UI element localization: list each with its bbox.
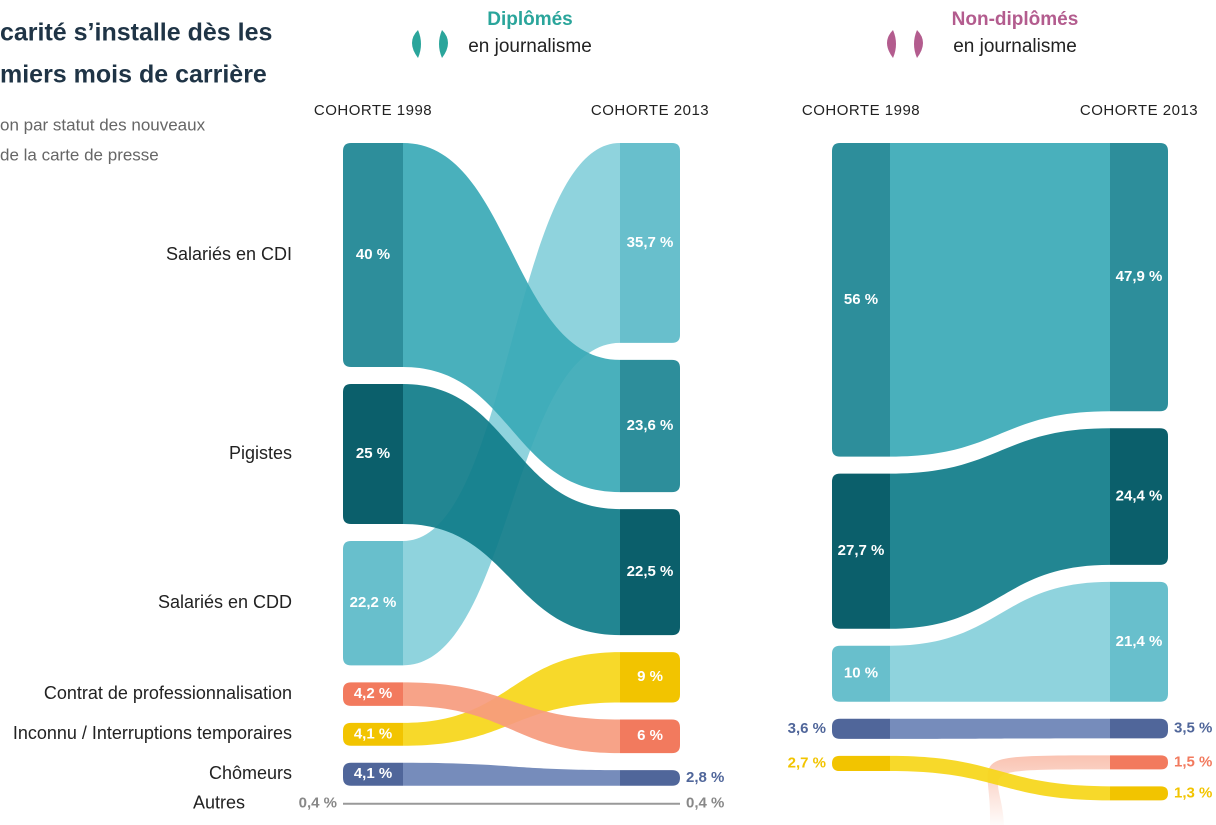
node-bar [1110, 786, 1168, 801]
flows [890, 143, 1110, 825]
node-bar [343, 143, 403, 367]
flow-ribbon [890, 581, 1110, 702]
flow-ribbon [890, 428, 1110, 629]
value-label: 1,3 % [1174, 784, 1212, 801]
title-line: carité s’installe dès les [0, 19, 272, 47]
status-label: Salariés en CDI [166, 244, 292, 264]
value-label: 6 % [637, 727, 663, 744]
value-label: 35,7 % [627, 234, 674, 251]
node-bar [832, 718, 890, 739]
node-bar [620, 143, 680, 343]
flow-ribbon [403, 682, 620, 754]
node-bar [1110, 718, 1168, 739]
node-bar [620, 509, 680, 636]
node-bar [1110, 428, 1168, 565]
icon [887, 30, 923, 58]
node-bar [620, 719, 680, 754]
node-bar [1110, 581, 1168, 702]
node-bar [343, 541, 403, 666]
node-bar [620, 770, 680, 786]
node-bar [1110, 755, 1168, 770]
column-header: COHORTE 1998 [802, 102, 920, 119]
value-label: 40 % [356, 246, 390, 263]
value-label: 22,2 % [350, 594, 397, 611]
value-label: 4,1 % [354, 725, 392, 742]
value-label: 56 % [844, 291, 878, 308]
flow-ribbon [403, 384, 620, 636]
value-label: 3,6 % [788, 720, 826, 737]
value-label: 47,9 % [1116, 268, 1163, 285]
value-label: 3,5 % [1174, 719, 1212, 736]
flow-ribbon [890, 755, 1110, 801]
flow-ribbon [890, 718, 1110, 739]
flow-ribbon [890, 143, 1110, 457]
node-bar [1110, 143, 1168, 412]
flow-ribbon [987, 755, 1110, 825]
node-bar [343, 762, 403, 786]
flows [343, 143, 680, 805]
value-label: 2,8 % [686, 769, 724, 786]
node-bar [343, 682, 403, 706]
value-label: 21,4 % [1116, 633, 1163, 650]
value-label: 4,2 % [354, 685, 392, 702]
value-label: 9 % [637, 668, 663, 685]
value-label: 4,1 % [354, 765, 392, 782]
value-label: 23,6 % [627, 417, 674, 434]
column-header: COHORTE 2013 [591, 102, 709, 119]
node-bar [832, 645, 890, 702]
node-bar [832, 473, 890, 629]
value-label: 22,5 % [627, 563, 674, 580]
status-label: Contrat de professionnalisation [44, 683, 292, 703]
node-bar [620, 359, 680, 493]
status-label: Salariés en CDD [158, 592, 292, 612]
value-label: 27,7 % [838, 542, 885, 559]
column-header: COHORTE 1998 [314, 102, 432, 119]
panel-title: Non-diplômés [952, 9, 1079, 30]
flow-ribbon [403, 762, 620, 786]
node-bar [832, 143, 890, 457]
panel-subtitle: en journalisme [468, 36, 592, 57]
subtitle-line: de la carte de presse [0, 145, 159, 164]
icon [412, 30, 448, 58]
status-label: Autres [193, 793, 245, 813]
panel-subtitle: en journalisme [953, 36, 1077, 57]
subtitle-line: on par statut des nouveaux [0, 115, 206, 134]
status-label: Chômeurs [209, 763, 292, 783]
flow-ribbon [403, 143, 620, 493]
node-bar [343, 384, 403, 524]
flow-ribbon [403, 652, 620, 746]
column-header: COHORTE 2013 [1080, 102, 1198, 119]
value-label: 0,4 % [686, 795, 724, 812]
value-label: 2,7 % [788, 754, 826, 771]
value-label: 24,4 % [1116, 488, 1163, 505]
node-bar [620, 652, 680, 703]
status-label: Pigistes [229, 443, 292, 463]
title-line: miers mois de carrière [0, 61, 267, 89]
value-label: 0,4 % [299, 795, 337, 812]
node-bar [343, 722, 403, 746]
panel-title: Diplômés [487, 9, 573, 30]
value-label: 1,5 % [1174, 753, 1212, 770]
status-label: Inconnu / Interruptions temporaires [13, 723, 292, 743]
node-bar [832, 755, 890, 771]
value-label: 10 % [844, 665, 878, 682]
value-label: 25 % [356, 445, 390, 462]
